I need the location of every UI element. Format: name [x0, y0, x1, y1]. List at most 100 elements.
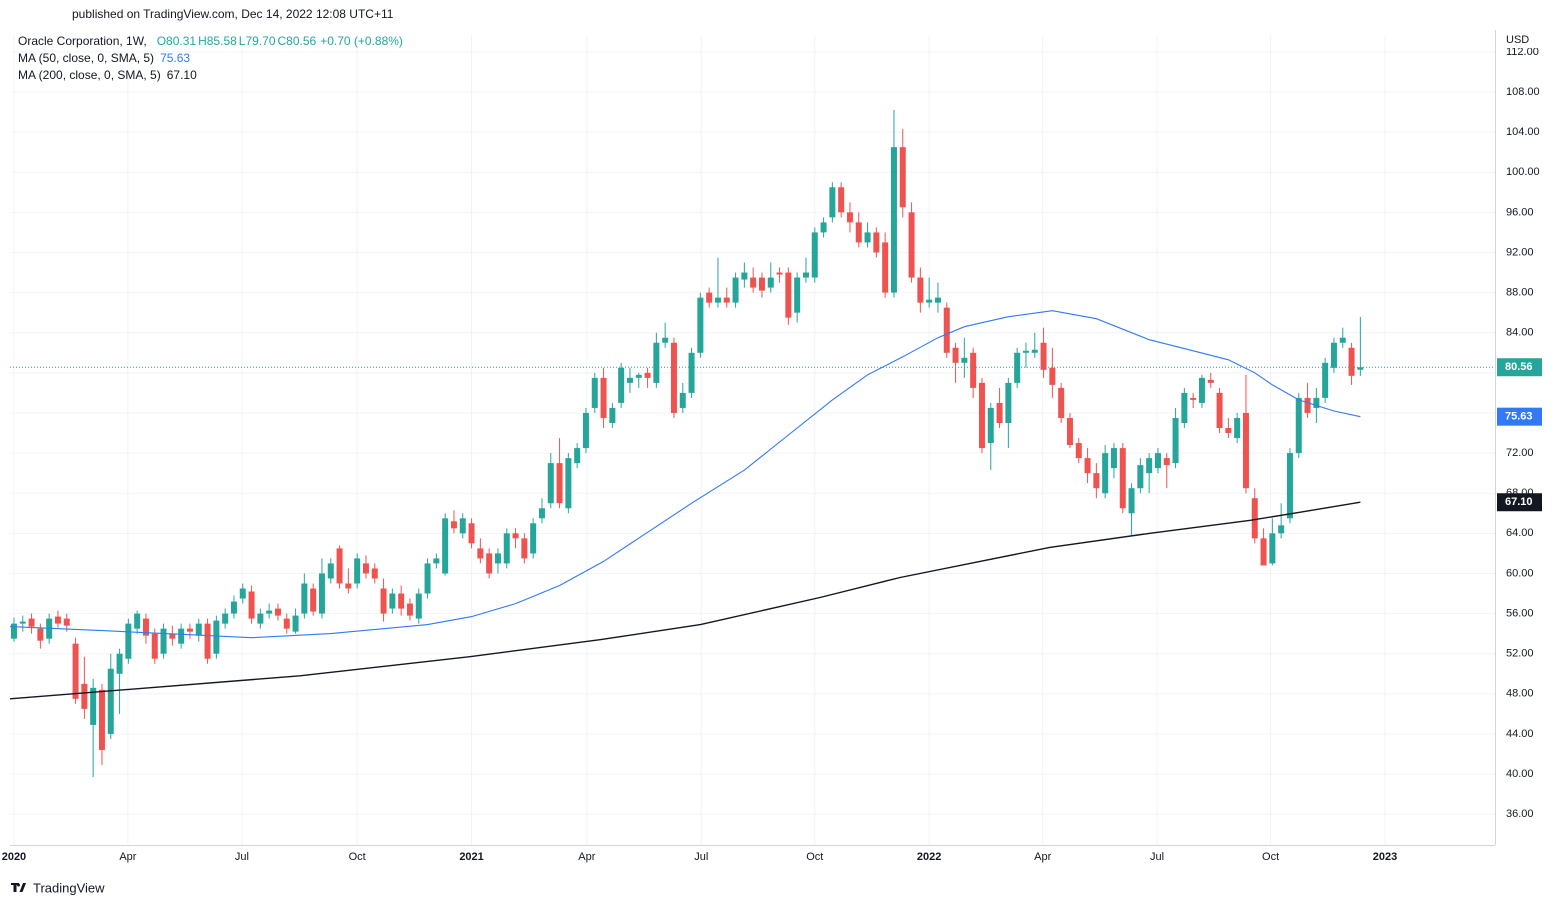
x-tick-label: Jul [235, 851, 249, 863]
x-tick-label: 2022 [917, 851, 941, 863]
candle-body [204, 623, 211, 659]
candle-body [644, 372, 651, 378]
candle-body [521, 538, 528, 559]
candle-body [371, 568, 378, 579]
candle-body [943, 307, 950, 353]
candle-body [406, 603, 413, 616]
legend-change: +0.70 (+0.88%) [320, 34, 403, 48]
candle-body [1005, 382, 1012, 423]
candle-body [494, 553, 501, 564]
candle-body [354, 558, 361, 584]
candle-body [820, 222, 827, 233]
candle-body [398, 593, 405, 609]
candle-body [776, 272, 783, 275]
candle-body [107, 668, 114, 734]
header: published on TradingView.com, Dec 14, 20… [72, 7, 394, 21]
candle-body [1216, 392, 1223, 429]
y-tick-label: 112.00 [1506, 46, 1539, 58]
candle-body [653, 342, 660, 383]
x-tick-label: Jul [694, 851, 708, 863]
x-tick-label: 2023 [1373, 851, 1397, 863]
candle-body [873, 232, 880, 253]
y-tick-label: 36.00 [1506, 808, 1534, 820]
candle-body [864, 232, 871, 243]
legend-ma-value: 67.10 [167, 68, 197, 82]
ma-tag: 67.10 [1505, 496, 1533, 508]
candle-body [591, 377, 598, 408]
candle-body [19, 621, 26, 624]
candle-body [389, 593, 396, 609]
x-tick-label: Apr [119, 851, 136, 863]
candle-body [1014, 352, 1021, 383]
candle-body [996, 402, 1003, 423]
candle-body [697, 297, 704, 353]
candle-body [292, 615, 299, 632]
last-price-tag: 80.56 [1505, 361, 1533, 373]
candle-body [345, 583, 352, 589]
ma-tag: 75.63 [1505, 411, 1533, 423]
candle-body [10, 623, 17, 639]
currency-bg [1497, 32, 1557, 48]
candle-body [450, 521, 457, 529]
candle-body [134, 613, 141, 629]
candle-body [1163, 458, 1170, 466]
legend-ohlc: O80.31 [157, 34, 197, 48]
ma-tag-bg [1497, 407, 1542, 426]
candle-body [565, 458, 572, 509]
candle-body [987, 407, 994, 444]
candle-body [380, 588, 387, 614]
candle-body [442, 518, 449, 574]
candle-body [160, 628, 167, 654]
candle-body [723, 297, 730, 303]
candle-body [908, 212, 915, 278]
y-tick-label: 60.00 [1506, 567, 1534, 579]
candle-body [961, 357, 968, 363]
candle-body [1181, 392, 1188, 423]
candle-body [741, 272, 748, 280]
candle-body [1234, 417, 1241, 439]
candle-body [1322, 362, 1329, 398]
candle-body [706, 292, 713, 303]
candle-body [767, 277, 774, 288]
candle-body [142, 618, 149, 636]
candle-body [362, 563, 369, 574]
x-tick-label: Jul [1150, 851, 1164, 863]
legend-ohlc: C80.56 [278, 34, 317, 48]
y-tick-label: 84.00 [1506, 327, 1534, 339]
candle-body [1198, 377, 1205, 403]
candle-body [1102, 453, 1109, 494]
candle-body [1022, 350, 1029, 353]
candle-body [336, 548, 343, 584]
candle-body [582, 412, 589, 449]
candle-body [1119, 448, 1126, 509]
candle-body [222, 613, 229, 624]
candle-body [626, 377, 633, 383]
candle-body [98, 689, 105, 751]
candle-body [1058, 387, 1065, 418]
y-tick-label: 96.00 [1506, 206, 1534, 218]
moving-average-line [9, 310, 1361, 639]
y-tick-label: 108.00 [1506, 86, 1540, 98]
candle-body [802, 272, 809, 278]
candle-body [257, 613, 264, 624]
candle-body [758, 277, 765, 291]
y-tick-label: 40.00 [1506, 768, 1534, 780]
candle-body [970, 352, 977, 388]
y-tick-label: 104.00 [1506, 126, 1540, 138]
candle-body [574, 448, 581, 464]
candle-body [855, 222, 862, 243]
candle-body [1128, 488, 1135, 514]
candle-body [670, 342, 677, 413]
y-tick-label: 100.00 [1506, 166, 1540, 178]
candle-body [63, 618, 70, 626]
candle-body [917, 277, 924, 303]
legend-symbol: Oracle Corporation, 1W, [18, 34, 147, 48]
candle-body [1313, 397, 1320, 408]
candle-body [530, 523, 537, 554]
candle-body [301, 583, 308, 614]
candle-body [318, 573, 325, 614]
candle-body [1269, 533, 1276, 564]
candle-body [1207, 379, 1214, 383]
